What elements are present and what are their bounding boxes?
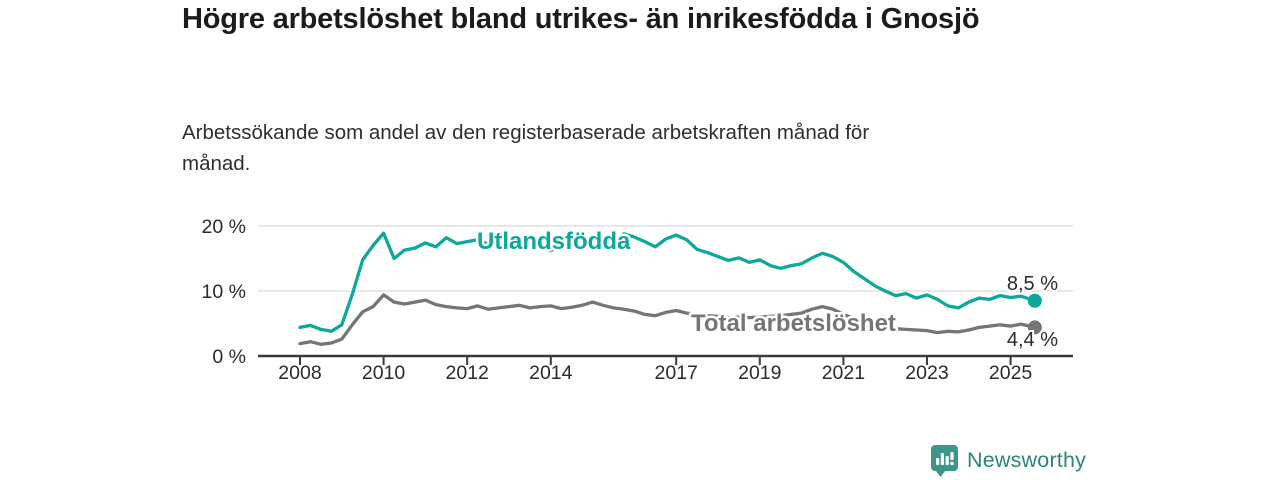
bar-chart-speech-bubble-icon bbox=[931, 445, 958, 477]
x-tick-label-2012: 2012 bbox=[446, 362, 489, 384]
series-line-utlandsf-dda bbox=[298, 231, 1037, 333]
y-tick-label-0: 0 % bbox=[212, 346, 246, 368]
chart-subtitle: Arbetssökande som andel av den registerb… bbox=[182, 121, 870, 175]
x-tick-label-2019: 2019 bbox=[738, 362, 781, 384]
end-value-label-utlandsf-dda: 8,5 % bbox=[1007, 273, 1058, 295]
x-tick-label-2023: 2023 bbox=[905, 362, 948, 384]
x-tick-label-2010: 2010 bbox=[362, 362, 406, 384]
series-label-utlandsf-dda: Utlandsfödda bbox=[477, 228, 631, 255]
x-tick-label-2014: 2014 bbox=[529, 362, 573, 384]
x-tick-label-2021: 2021 bbox=[822, 362, 865, 384]
page-title: Högre arbetslöshet bland utrikes- än inr… bbox=[182, 3, 980, 35]
end-value-label-total-arbetsl-shet: 4,4 % bbox=[1007, 329, 1058, 351]
y-tick-label-20: 20 % bbox=[202, 216, 246, 238]
newsworthy-logo: Newsworthy bbox=[930, 444, 1086, 477]
series-line-total-arbetsl-shet bbox=[298, 293, 1037, 346]
newsworthy-logo-text: Newsworthy bbox=[967, 448, 1087, 472]
series-end-dot-total-arbetsl-shet bbox=[1027, 320, 1042, 335]
x-tick-label-2008: 2008 bbox=[278, 362, 321, 384]
y-tick-label-10: 10 % bbox=[202, 281, 246, 303]
series-end-dot-utlandsf-dda bbox=[1027, 293, 1042, 308]
x-tick-label-2017: 2017 bbox=[655, 362, 698, 384]
series-label-total-arbetsl-shet: Total arbetslöshet bbox=[691, 310, 896, 337]
x-tick-label-2025: 2025 bbox=[989, 362, 1033, 384]
